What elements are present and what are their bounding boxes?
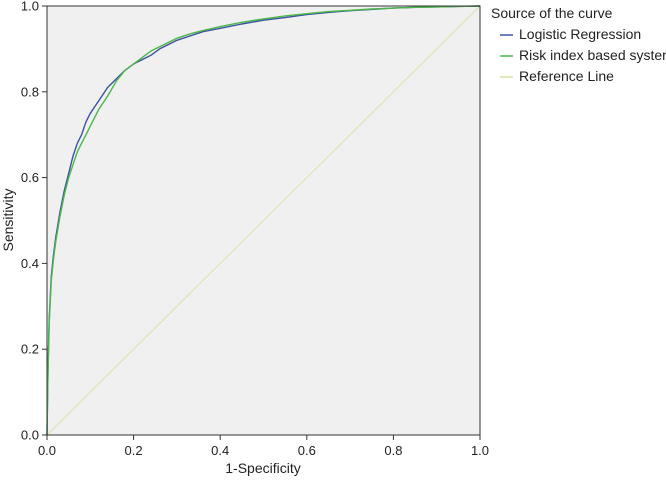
x-axis-title: 1-Specificity — [225, 460, 300, 476]
legend-title: Source of the curve — [491, 5, 613, 21]
x-tick-label: 0.4 — [211, 443, 229, 458]
reference-line-layer — [46, 5, 481, 436]
y-tick-label: 0.2 — [21, 342, 39, 357]
y-tick-label: 0.6 — [21, 170, 39, 185]
series-line-3 — [46, 5, 481, 436]
series-layer — [46, 5, 481, 436]
x-tick-label: 0.8 — [384, 443, 402, 458]
y-axis: 0.0 0.2 0.4 0.6 0.8 1.0 — [21, 0, 47, 443]
x-tick-label: 0.0 — [38, 443, 56, 458]
x-tick-label: 1.0 — [471, 443, 489, 458]
plot-frame — [46, 5, 481, 436]
x-tick-label: 0.6 — [298, 443, 316, 458]
legend: Source of the curve Logistic Regression R… — [491, 5, 666, 84]
y-tick-label: 0.0 — [21, 428, 39, 443]
x-axis: 0.0 0.2 0.4 0.6 0.8 1.0 — [38, 435, 489, 458]
y-tick-label: 1.0 — [21, 0, 39, 14]
legend-label: Reference Line — [519, 68, 614, 84]
series-line-2 — [46, 5, 481, 436]
legend-label: Logistic Regression — [519, 26, 641, 42]
y-tick-label: 0.8 — [21, 84, 39, 99]
y-tick-label: 0.4 — [21, 256, 39, 271]
x-tick-label: 0.2 — [125, 443, 143, 458]
y-axis-title: Sensitivity — [0, 188, 16, 251]
legend-label: Risk index based system — [519, 47, 666, 63]
